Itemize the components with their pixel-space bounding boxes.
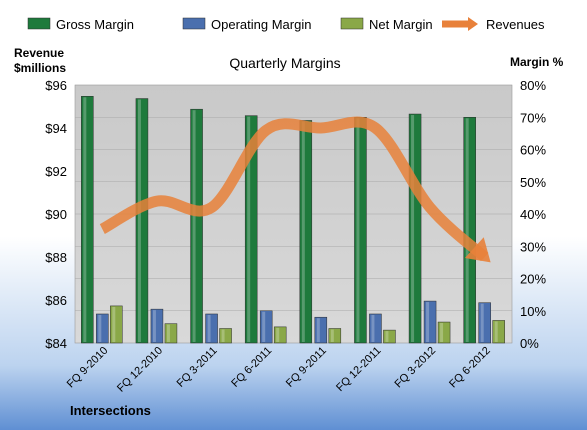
net-margin-bar-highlight xyxy=(385,331,389,342)
legend-arrow-revenues xyxy=(468,17,478,31)
right-tick-label: 60% xyxy=(520,143,546,158)
net-margin-bar xyxy=(273,326,287,344)
operating-margin-bar-highlight xyxy=(426,302,430,342)
operating-margin-bar-highlight xyxy=(152,310,156,342)
gross-margin-bar xyxy=(408,113,422,344)
net-margin-bar xyxy=(110,305,123,344)
gross-margin-bar-highlight xyxy=(465,118,469,342)
net-margin-bar xyxy=(383,329,396,344)
legend: Gross Margin Operating Margin Net Margin Re… xyxy=(27,17,545,32)
right-tick-label: 80% xyxy=(520,78,546,93)
revenue-line-layer xyxy=(99,116,491,263)
gross-margin-bar-highlight xyxy=(192,110,196,342)
net-margin-bar xyxy=(437,321,451,344)
net-margin-bar-highlight xyxy=(112,306,116,342)
legend-swatch-operating-margin xyxy=(182,17,206,30)
operating-margin-bar-highlight xyxy=(262,311,266,342)
legend-label-operating-margin: Operating Margin xyxy=(211,17,311,32)
gross-margin-bar-highlight xyxy=(83,97,87,342)
operating-margin-bar-highlight xyxy=(480,303,484,342)
gross-margin-bar xyxy=(190,108,203,344)
right-tick-label: 40% xyxy=(520,207,546,222)
gross-margin-bar xyxy=(299,120,313,344)
net-margin-bar-highlight xyxy=(276,327,280,342)
legend-label-revenues: Revenues xyxy=(486,17,545,32)
gross-margin-bar xyxy=(81,96,94,344)
right-tick-label: 0% xyxy=(520,336,539,351)
left-tick-label: $92 xyxy=(45,164,67,179)
left-axis-ticks: $84 $86 $88 $90 $92 $94 $96 xyxy=(45,78,67,351)
left-axis-title-line1: Revenue xyxy=(14,46,64,60)
footer-label: Intersections xyxy=(70,403,151,418)
operating-margin-bar-highlight xyxy=(207,314,211,342)
operating-margin-bar xyxy=(314,316,328,344)
legend-swatch-gross-margin xyxy=(27,17,51,30)
left-tick-label: $94 xyxy=(45,121,67,136)
gross-margin-bar-highlight xyxy=(301,121,305,342)
operating-margin-bar xyxy=(150,308,164,344)
right-axis-ticks: 0% 10% 20% 30% 40% 50% 60% 70% 80% xyxy=(520,78,546,351)
operating-margin-bar-highlight xyxy=(98,314,102,342)
net-margin-bar xyxy=(492,320,505,344)
operating-margin-bar xyxy=(205,313,218,344)
left-tick-label: $84 xyxy=(45,336,67,351)
legend-swatch-net-margin xyxy=(340,17,364,30)
gross-margin-bar xyxy=(244,115,258,344)
net-margin-bar xyxy=(219,328,232,344)
gross-margin-bar xyxy=(354,117,367,344)
net-margin-bar-highlight xyxy=(166,324,170,342)
net-margin-bar xyxy=(164,323,178,344)
legend-label-net-margin: Net Margin xyxy=(369,17,433,32)
gross-margin-bar-highlight xyxy=(137,99,141,342)
net-margin-bar xyxy=(328,328,342,344)
left-tick-label: $88 xyxy=(45,250,67,265)
operating-margin-bar-highlight xyxy=(316,318,320,342)
left-axis-title-line2: $millions xyxy=(14,61,66,75)
right-axis-title: Margin % xyxy=(510,55,564,69)
net-margin-bar-highlight xyxy=(221,329,225,342)
right-tick-label: 10% xyxy=(520,304,546,319)
right-tick-label: 30% xyxy=(520,239,546,254)
right-tick-label: 70% xyxy=(520,110,546,125)
chart-title: Quarterly Margins xyxy=(229,55,340,71)
legend-label-gross-margin: Gross Margin xyxy=(56,17,134,32)
revenue-line xyxy=(99,116,489,262)
operating-margin-bar xyxy=(478,302,491,344)
gross-margin-bar xyxy=(135,98,149,344)
net-margin-bar-highlight xyxy=(494,321,498,342)
operating-margin-bar-highlight xyxy=(371,314,375,342)
gross-margin-bar-highlight xyxy=(247,116,251,342)
net-margin-bar-highlight xyxy=(330,329,334,342)
right-tick-label: 50% xyxy=(520,175,546,190)
right-tick-label: 20% xyxy=(520,272,546,287)
revenue-arrowhead xyxy=(464,237,491,263)
gross-margin-bar-highlight xyxy=(356,118,360,342)
left-tick-label: $90 xyxy=(45,207,67,222)
operating-margin-bar xyxy=(369,313,382,344)
left-tick-label: $86 xyxy=(45,293,67,308)
left-tick-label: $96 xyxy=(45,78,67,93)
gross-margin-bar xyxy=(463,117,476,344)
operating-margin-bar xyxy=(96,313,109,344)
net-margin-bar-highlight xyxy=(440,323,444,342)
operating-margin-bar xyxy=(423,300,437,344)
gross-margin-bar-highlight xyxy=(411,115,415,343)
operating-margin-bar xyxy=(259,310,273,344)
